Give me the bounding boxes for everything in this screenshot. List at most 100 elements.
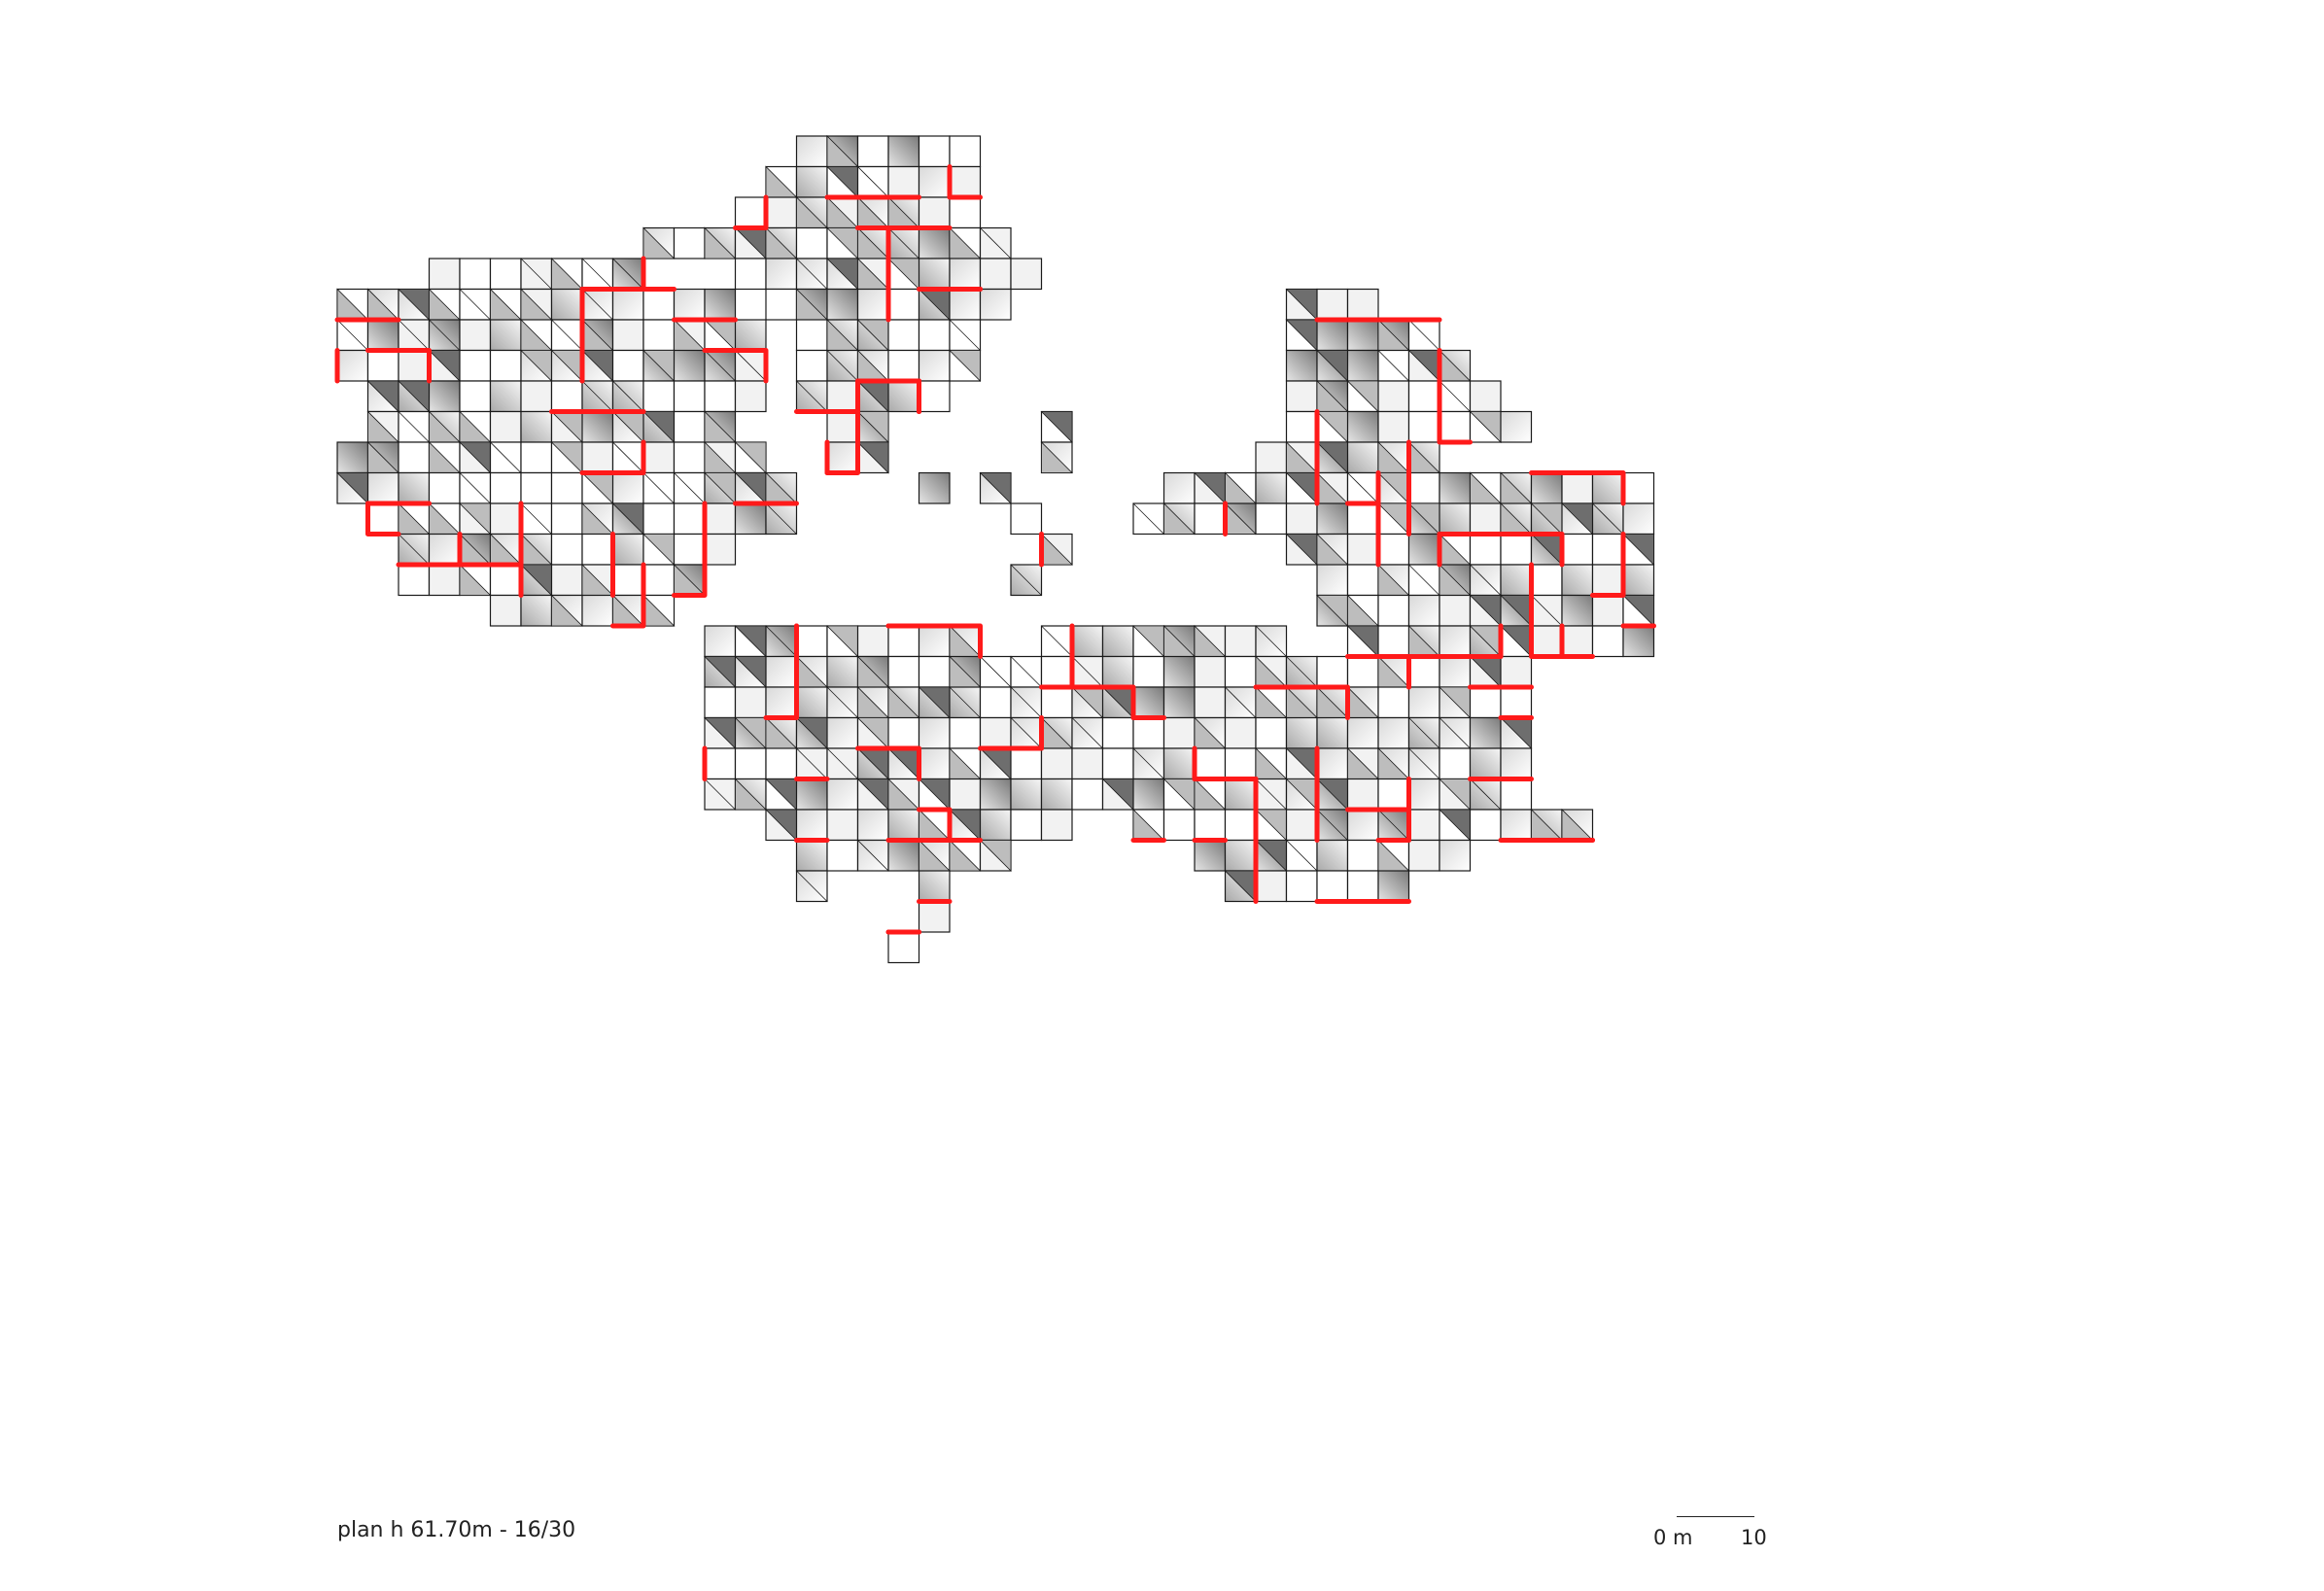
plan-cell <box>1377 716 1410 749</box>
plan-cell <box>1622 533 1655 566</box>
plan-cell <box>1469 747 1502 780</box>
plan-cell <box>856 839 889 872</box>
plan-cell <box>673 226 706 259</box>
plan-cell <box>459 288 492 321</box>
plan-cell <box>1346 778 1379 811</box>
circulation-path <box>1437 348 1473 445</box>
plan-cell <box>1346 716 1379 749</box>
plan-cell <box>1377 594 1410 627</box>
plan-cell <box>856 349 889 382</box>
plan-cell <box>1316 349 1349 382</box>
plan-cell <box>856 441 889 474</box>
scale-bar-line <box>1677 1516 1754 1517</box>
plan-cell <box>581 349 614 382</box>
plan-cell <box>489 319 522 352</box>
plan-cell <box>1469 594 1502 627</box>
plan-cell <box>1377 441 1410 474</box>
plan-cell <box>1224 747 1257 780</box>
plan-cell <box>1622 625 1655 658</box>
plan-cell <box>489 410 522 443</box>
plan-cell <box>704 410 737 443</box>
plan-cell <box>1469 686 1502 719</box>
plan-cell <box>1040 625 1073 658</box>
plan-cell <box>795 288 828 321</box>
plan-cell <box>856 686 889 719</box>
plan-cell <box>1285 809 1318 842</box>
plan-cell <box>1285 716 1318 749</box>
plan-cell <box>1316 380 1349 413</box>
plan-cell <box>1346 870 1379 903</box>
plan-cell <box>887 686 920 719</box>
plan-cell <box>1377 533 1410 566</box>
plan-cell <box>795 839 828 872</box>
plan-cell <box>673 319 706 352</box>
plan-cell <box>1407 564 1440 597</box>
plan-cell <box>1500 655 1533 688</box>
plan-cell <box>949 655 982 688</box>
plan-cell <box>1561 594 1594 627</box>
plan-cell <box>1316 410 1349 443</box>
plan-cell <box>1255 502 1288 536</box>
plan-cell <box>856 196 889 229</box>
plan-cell <box>1194 686 1227 719</box>
circulation-path <box>1345 807 1411 843</box>
plan-cell <box>611 564 644 597</box>
plan-cell <box>826 686 859 719</box>
plan-cell <box>1407 594 1440 627</box>
plan-cell <box>856 625 889 658</box>
plan-cell <box>1439 502 1472 536</box>
plan-cell <box>1346 471 1379 504</box>
plan-cell <box>550 502 583 536</box>
plan-cell <box>1469 778 1502 811</box>
plan-cell <box>1285 502 1318 536</box>
plan-cell <box>1500 410 1533 443</box>
circulation-path <box>1039 684 1136 720</box>
plan-cell <box>1224 655 1257 688</box>
plan-cell <box>1194 809 1227 842</box>
plan-cell <box>826 441 859 474</box>
plan-cell <box>489 349 522 382</box>
plan-cell <box>1407 533 1440 566</box>
plan-cell <box>826 716 859 749</box>
plan-cell <box>1377 747 1410 780</box>
plan-cell <box>734 778 767 811</box>
plan-cell <box>1162 502 1196 536</box>
plan-cell <box>826 349 859 382</box>
plan-cell <box>520 471 553 504</box>
plan-cell <box>428 410 461 443</box>
plan-cell <box>428 349 461 382</box>
plan-cell <box>611 533 644 566</box>
plan-cell <box>611 441 644 474</box>
circulation-path <box>365 501 401 536</box>
plan-cell <box>1530 809 1563 842</box>
plan-cell <box>734 686 767 719</box>
plan-cell <box>1162 778 1196 811</box>
plan-cell <box>765 778 798 811</box>
plan-cell <box>795 716 828 749</box>
plan-cell <box>1316 564 1349 597</box>
plan-cell <box>826 747 859 780</box>
plan-cell <box>1285 319 1318 352</box>
plan-cell <box>887 655 920 688</box>
plan-cell <box>520 380 553 413</box>
plan-cell <box>1224 778 1257 811</box>
plan-cell <box>642 349 676 382</box>
plan-cell <box>918 471 951 504</box>
plan-cell <box>1469 564 1502 597</box>
plan-cell <box>1561 502 1594 536</box>
plan-cell <box>979 258 1012 291</box>
plan-cell <box>826 288 859 321</box>
plan-cell <box>550 533 583 566</box>
plan-cell <box>704 349 737 382</box>
plan-cell <box>1407 441 1440 474</box>
plan-cell <box>918 716 951 749</box>
plan-cell <box>642 288 676 321</box>
plan-cell <box>1316 441 1349 474</box>
circulation-path <box>763 623 799 720</box>
plan-cell <box>765 502 798 536</box>
plan-cell <box>704 778 737 811</box>
plan-cell <box>765 471 798 504</box>
plan-cell <box>459 502 492 536</box>
plan-cell <box>1132 502 1165 536</box>
plan-cell <box>581 380 614 413</box>
